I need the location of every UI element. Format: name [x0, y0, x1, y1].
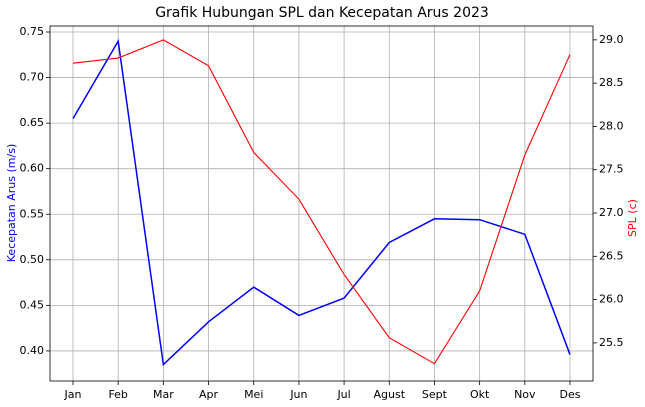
x-tick-label: Sept	[422, 388, 448, 401]
x-tick-label: Jun	[289, 388, 307, 401]
y2-axis-label: SPL (c)	[626, 199, 639, 237]
y2-tick-label: 27.5	[599, 163, 624, 176]
y2-tick-label: 27.0	[599, 206, 624, 219]
x-tick-label: Jul	[336, 388, 350, 401]
line-series	[72, 39, 571, 365]
x-tick-label: Des	[560, 388, 581, 401]
x-tick-label: Apr	[199, 388, 219, 401]
y-tick-label: 0.75	[20, 25, 45, 38]
y-tick-label: 0.45	[20, 298, 45, 311]
x-tick-label: Mei	[244, 388, 263, 401]
y2-tick-label: 28.0	[599, 119, 624, 132]
y2-tick-label: 29.0	[599, 33, 624, 46]
x-tick-label: Okt	[470, 388, 490, 401]
y-tick-label: 0.40	[20, 344, 45, 357]
x-tick-label: Agust	[374, 388, 406, 401]
line-series	[72, 38, 571, 367]
x-tick-label: Mar	[153, 388, 174, 401]
y2-tick-label: 28.5	[599, 76, 624, 89]
y2-tick-label: 26.0	[599, 293, 624, 306]
x-tick-label: Nov	[514, 388, 536, 401]
y2-tick-label: 26.5	[599, 249, 624, 262]
y-tick-label: 0.50	[20, 253, 45, 266]
y-axis-label: Kecepatan Arus (m/s)	[5, 144, 18, 262]
y-tick-label: 0.60	[20, 162, 45, 175]
plot-frame	[49, 25, 594, 382]
y-tick-label: 0.55	[20, 207, 45, 220]
y-tick-label: 0.70	[20, 71, 45, 84]
x-tick-label: Jan	[64, 388, 82, 401]
y2-tick-label: 25.5	[599, 336, 624, 349]
chart-title: Grafik Hubungan SPL dan Kecepatan Arus 2…	[155, 5, 489, 21]
y-tick-label: 0.65	[20, 116, 45, 129]
x-tick-label: Feb	[108, 388, 127, 401]
